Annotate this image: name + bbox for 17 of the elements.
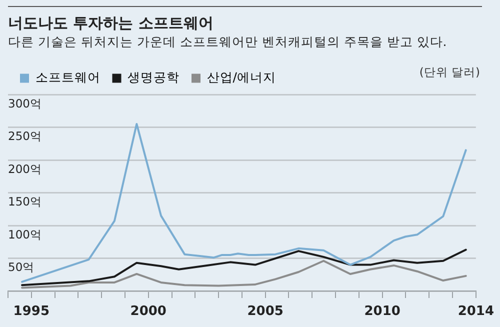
y-tick-label: 50억 xyxy=(8,260,35,274)
x-tick-label: 2014 xyxy=(458,304,494,320)
y-tick-label: 100억 xyxy=(8,227,42,242)
legend-label: 생명공학 xyxy=(128,70,180,84)
x-tick-label: 2010 xyxy=(364,304,400,320)
chart-title: 너도나도 투자하는 소프트웨어 xyxy=(8,14,214,33)
legend-label: 소프트웨어 xyxy=(35,70,100,84)
legend-label: 산업/에너지 xyxy=(206,70,276,84)
text: (단위 달러) xyxy=(419,65,480,80)
y-tick-label: 150억 xyxy=(8,194,42,209)
y-tick-label: 300억 xyxy=(8,96,42,110)
y-tick-label: 250억 xyxy=(8,129,42,144)
x-tick-label: 2000 xyxy=(130,304,166,320)
x-tick-label: 2005 xyxy=(247,304,284,320)
chart-subtitle: 다른 기술은 뒤처지는 가운데 소프트웨어만 벤처캐피털의 주목을 받고 있다. xyxy=(8,34,447,51)
y-tick-label: 200억 xyxy=(8,162,42,176)
x-tick-label: 1995 xyxy=(13,304,50,320)
